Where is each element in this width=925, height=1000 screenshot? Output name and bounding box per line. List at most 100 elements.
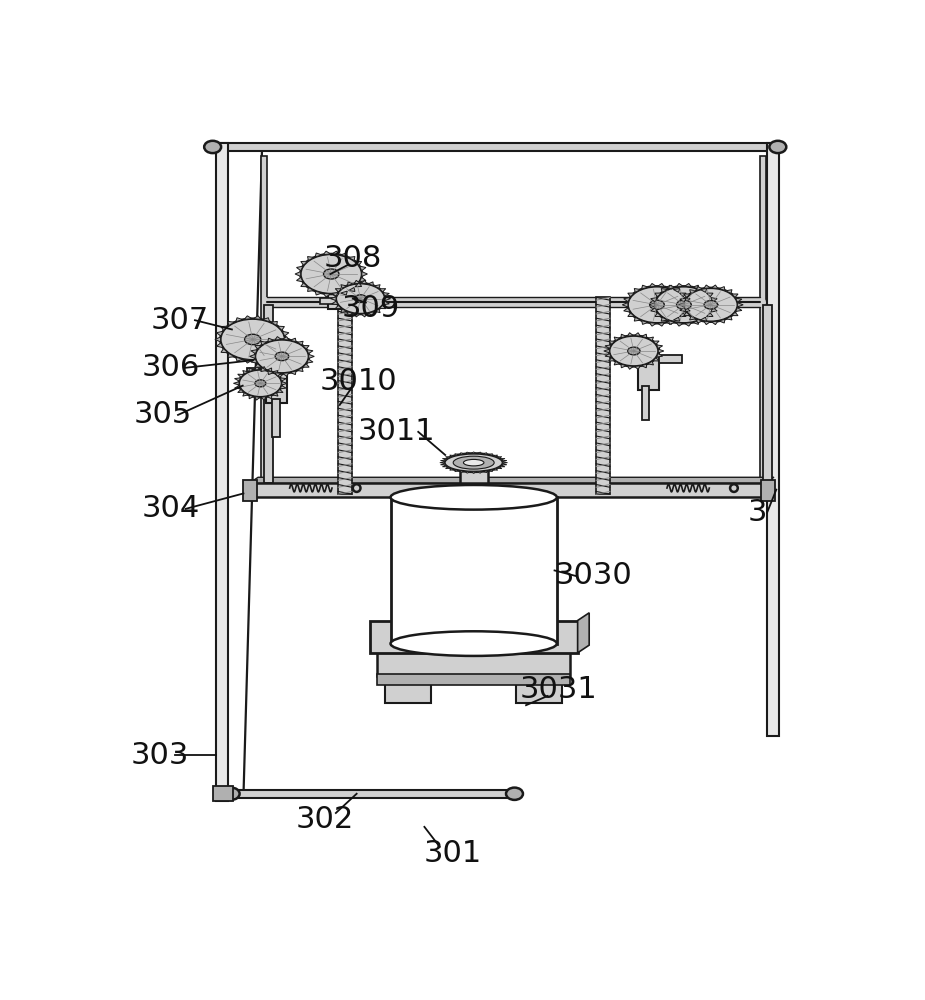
Polygon shape xyxy=(278,349,284,353)
Polygon shape xyxy=(335,305,341,309)
Bar xyxy=(272,399,279,437)
Polygon shape xyxy=(642,321,648,324)
Bar xyxy=(261,156,267,493)
Polygon shape xyxy=(642,285,648,289)
Polygon shape xyxy=(666,285,672,289)
Polygon shape xyxy=(253,316,261,319)
Polygon shape xyxy=(348,282,353,285)
Polygon shape xyxy=(282,382,288,385)
Bar xyxy=(339,297,352,494)
Polygon shape xyxy=(666,321,672,324)
Polygon shape xyxy=(275,337,281,340)
Polygon shape xyxy=(361,280,367,284)
Polygon shape xyxy=(285,337,290,342)
Polygon shape xyxy=(282,337,289,340)
Polygon shape xyxy=(379,289,386,292)
Polygon shape xyxy=(375,285,380,288)
Polygon shape xyxy=(235,386,241,389)
Polygon shape xyxy=(661,317,668,321)
Polygon shape xyxy=(379,305,386,309)
Text: 302: 302 xyxy=(295,805,353,834)
Polygon shape xyxy=(254,397,260,400)
Polygon shape xyxy=(242,393,248,396)
Polygon shape xyxy=(251,350,257,354)
Bar xyxy=(242,480,256,501)
Polygon shape xyxy=(735,308,742,311)
Polygon shape xyxy=(238,389,244,392)
Ellipse shape xyxy=(244,334,261,345)
Polygon shape xyxy=(732,312,738,316)
Ellipse shape xyxy=(453,456,494,469)
Polygon shape xyxy=(385,297,390,300)
Polygon shape xyxy=(315,253,322,257)
Text: 303: 303 xyxy=(131,741,190,770)
Text: 307: 307 xyxy=(151,306,209,335)
Polygon shape xyxy=(719,287,725,290)
Bar xyxy=(209,143,782,151)
Polygon shape xyxy=(710,298,717,302)
Ellipse shape xyxy=(239,369,282,397)
Polygon shape xyxy=(297,368,303,372)
Ellipse shape xyxy=(628,347,640,355)
Ellipse shape xyxy=(506,788,523,800)
Polygon shape xyxy=(254,346,261,349)
Polygon shape xyxy=(307,287,314,291)
Polygon shape xyxy=(649,323,656,326)
Polygon shape xyxy=(439,462,445,463)
Polygon shape xyxy=(500,465,505,467)
Text: 3: 3 xyxy=(747,498,767,527)
Text: 306: 306 xyxy=(142,353,200,382)
Polygon shape xyxy=(693,321,699,324)
Polygon shape xyxy=(684,308,690,312)
Polygon shape xyxy=(497,457,502,458)
Polygon shape xyxy=(477,452,482,454)
Polygon shape xyxy=(301,261,307,265)
Bar xyxy=(637,347,660,389)
Polygon shape xyxy=(221,349,228,353)
Text: 308: 308 xyxy=(324,244,382,273)
Polygon shape xyxy=(228,353,235,357)
Polygon shape xyxy=(340,309,347,313)
Polygon shape xyxy=(244,360,252,363)
Polygon shape xyxy=(737,303,743,307)
Polygon shape xyxy=(244,316,252,319)
Ellipse shape xyxy=(301,254,362,294)
Bar xyxy=(320,298,352,304)
Ellipse shape xyxy=(255,339,309,373)
Polygon shape xyxy=(354,280,360,284)
Ellipse shape xyxy=(276,352,289,361)
Bar xyxy=(390,497,557,644)
Bar xyxy=(247,368,269,376)
Polygon shape xyxy=(349,287,355,291)
Polygon shape xyxy=(684,312,690,316)
Polygon shape xyxy=(375,309,380,313)
Polygon shape xyxy=(732,294,738,297)
Polygon shape xyxy=(655,293,661,297)
Ellipse shape xyxy=(220,319,285,360)
Polygon shape xyxy=(465,472,470,473)
Bar xyxy=(660,355,683,363)
Polygon shape xyxy=(503,462,508,463)
Polygon shape xyxy=(690,290,696,293)
Text: 309: 309 xyxy=(341,294,400,323)
Polygon shape xyxy=(340,253,347,257)
Bar xyxy=(516,676,562,703)
Polygon shape xyxy=(442,458,448,460)
Polygon shape xyxy=(684,298,690,302)
Polygon shape xyxy=(641,334,647,338)
Bar xyxy=(216,143,228,801)
Polygon shape xyxy=(659,349,664,353)
Polygon shape xyxy=(693,285,699,289)
Polygon shape xyxy=(278,326,284,330)
Polygon shape xyxy=(726,290,732,293)
Polygon shape xyxy=(277,374,283,377)
Polygon shape xyxy=(655,313,661,317)
Polygon shape xyxy=(673,289,680,292)
Polygon shape xyxy=(307,257,314,261)
Polygon shape xyxy=(680,293,686,297)
Polygon shape xyxy=(268,338,274,342)
Polygon shape xyxy=(658,283,664,287)
Bar xyxy=(370,620,577,653)
Polygon shape xyxy=(605,354,611,357)
Polygon shape xyxy=(282,343,289,348)
